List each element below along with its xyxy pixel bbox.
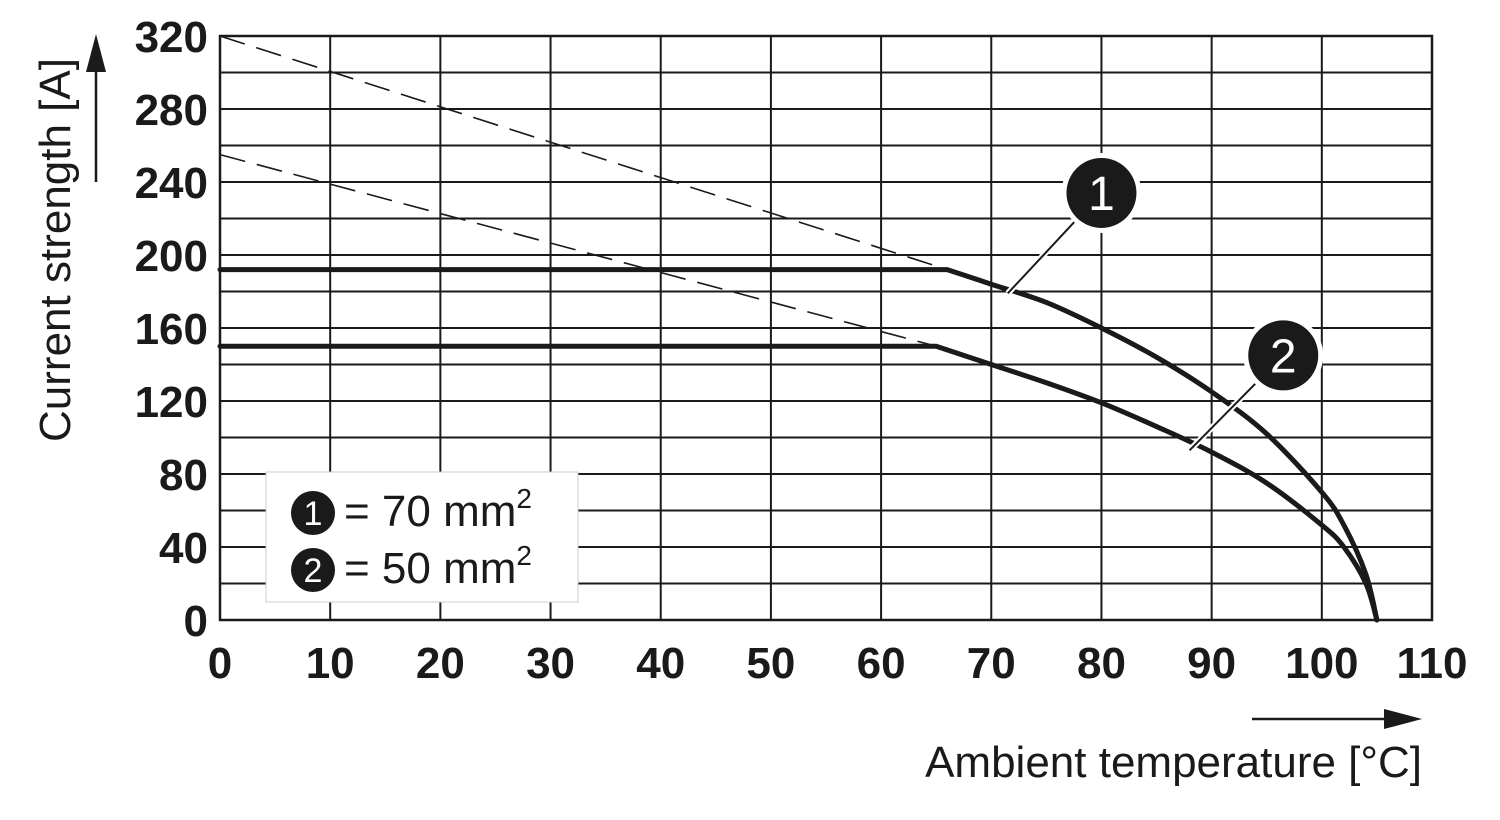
legend-marker-2-label: 2 <box>304 552 323 590</box>
x-tick-label: 80 <box>1077 639 1126 688</box>
legend-label-1: = 70 mm2 <box>344 483 532 536</box>
y-axis-title: Current strength [A] <box>31 34 106 442</box>
plot-border <box>218 34 1434 622</box>
legend-marker-1 <box>291 491 335 535</box>
legend: 1 = 70 mm2 2 = 50 mm2 <box>265 471 579 603</box>
callout-2-leader <box>1188 381 1258 451</box>
y-tick-label: 40 <box>159 524 208 573</box>
x-tick-labels: 0 10 20 30 40 50 60 70 80 90 100 110 <box>208 639 1468 688</box>
x-axis-title: Ambient temperature [°C] <box>925 709 1422 787</box>
callout-1-leader <box>1007 220 1077 295</box>
series-callouts: 12 <box>1005 152 1324 453</box>
y-tick-label: 80 <box>159 451 208 500</box>
x-tick-label: 110 <box>1397 639 1468 688</box>
x-tick-label: 100 <box>1285 639 1358 688</box>
legend-item-1: 1 = 70 mm2 <box>291 483 532 536</box>
x-tick-label: 40 <box>636 639 685 688</box>
y-axis-label: Current strength [A] <box>31 58 80 442</box>
y-tick-label: 120 <box>135 378 208 427</box>
series-1-dashed-extension <box>219 35 948 271</box>
dashed-extensions <box>219 35 948 348</box>
callout-2-label: 2 <box>1270 330 1297 383</box>
series-2-dashed-extension <box>219 153 937 348</box>
x-tick-label: 10 <box>306 639 355 688</box>
y-tick-label: 240 <box>135 159 208 208</box>
series-1-line <box>217 267 1380 623</box>
callout-2-badge <box>1248 320 1319 391</box>
legend-marker-2 <box>291 548 335 592</box>
x-tick-label: 70 <box>967 639 1016 688</box>
callout-1-label: 1 <box>1088 168 1115 221</box>
x-tick-label: 60 <box>857 639 906 688</box>
plot-frame <box>218 34 1434 622</box>
y-tick-label: 160 <box>135 305 208 354</box>
x-axis-label: Ambient temperature [°C] <box>925 738 1422 787</box>
x-tick-label: 0 <box>208 639 232 688</box>
y-tick-label: 280 <box>135 86 208 135</box>
x-axis-arrow-head <box>1384 709 1422 729</box>
y-tick-labels: 0 40 80 120 160 200 240 280 320 <box>135 13 208 646</box>
series-curves <box>217 267 1380 623</box>
y-tick-label: 320 <box>135 13 208 62</box>
legend-marker-1-label: 1 <box>304 495 323 533</box>
x-tick-label: 50 <box>746 639 795 688</box>
x-tick-label: 90 <box>1187 639 1236 688</box>
y-tick-label: 0 <box>184 597 208 646</box>
series-2-line <box>217 343 1380 623</box>
legend-item-2: 2 = 50 mm2 <box>291 540 532 593</box>
y-tick-label: 200 <box>135 232 208 281</box>
callout-1-badge <box>1066 157 1137 228</box>
legend-label-2: = 50 mm2 <box>344 540 532 593</box>
x-tick-label: 30 <box>526 639 575 688</box>
y-axis-arrow-head <box>86 34 106 72</box>
x-tick-label: 20 <box>416 639 465 688</box>
